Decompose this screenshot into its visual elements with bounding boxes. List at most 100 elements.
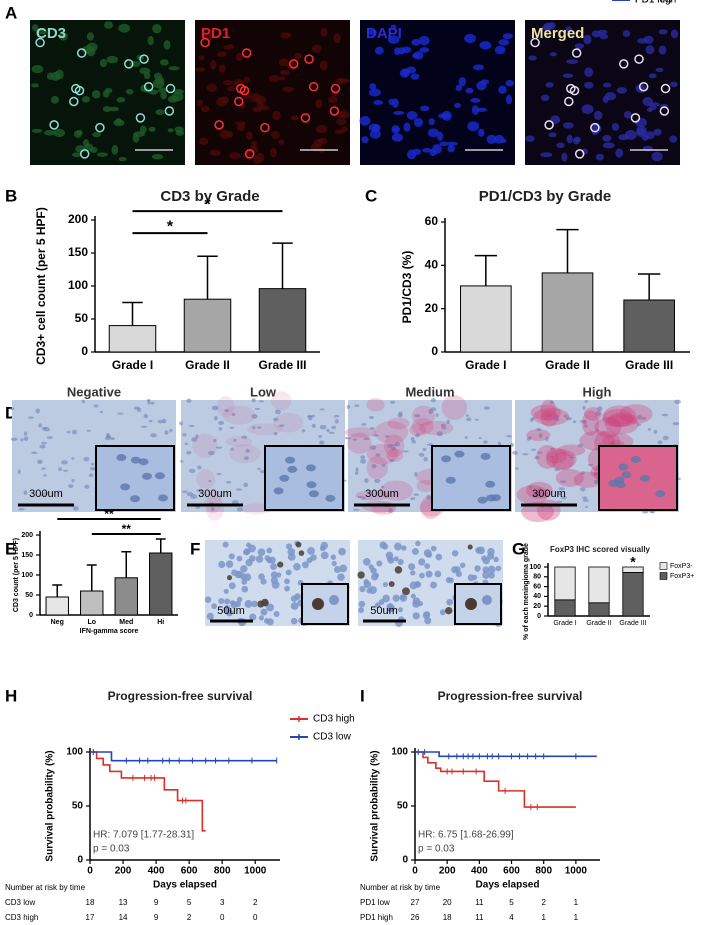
cell bbox=[540, 94, 550, 102]
risk-table-title: Number at risk by time bbox=[360, 883, 441, 892]
inset-nucleus bbox=[287, 465, 298, 473]
legend-swatch bbox=[659, 572, 668, 580]
micrograph: Merged bbox=[525, 20, 680, 165]
cell bbox=[584, 81, 594, 89]
x-tick-label: 0 bbox=[412, 866, 418, 877]
cell bbox=[648, 73, 657, 79]
cell bbox=[505, 94, 513, 105]
nucleus bbox=[258, 573, 265, 580]
cell bbox=[368, 88, 381, 97]
y-tick-label: 100 bbox=[21, 572, 33, 579]
nucleus bbox=[357, 571, 365, 579]
cell bbox=[413, 117, 424, 127]
cell bbox=[219, 96, 230, 104]
nucleus bbox=[393, 556, 399, 562]
nucleus bbox=[530, 417, 534, 422]
nucleus bbox=[339, 564, 347, 573]
nucleus bbox=[360, 458, 367, 464]
nucleus bbox=[231, 413, 236, 417]
stained-cell bbox=[329, 106, 340, 116]
inset-nucleus bbox=[154, 472, 165, 480]
y-tick-label: 50 bbox=[397, 801, 409, 812]
nucleus bbox=[558, 492, 562, 496]
ihc-image: 300um High bbox=[512, 384, 682, 522]
cell bbox=[406, 111, 418, 120]
nucleus bbox=[218, 420, 225, 426]
nucleus bbox=[258, 400, 264, 403]
chart-title: Progression-free survival bbox=[108, 689, 253, 703]
scale-bar-label: 300um bbox=[365, 488, 399, 500]
y-axis-label: % of each meningioma grade bbox=[523, 543, 530, 640]
nucleus bbox=[415, 433, 420, 438]
error-bar bbox=[197, 255, 218, 300]
risk-count: 11 bbox=[475, 913, 484, 922]
bar-segment bbox=[588, 602, 610, 617]
nucleus bbox=[534, 456, 540, 460]
nucleus bbox=[636, 423, 642, 426]
nucleus bbox=[435, 413, 439, 417]
nucleus bbox=[211, 405, 219, 411]
nucleus bbox=[370, 567, 377, 574]
stained-cell bbox=[574, 149, 585, 159]
nucleus bbox=[213, 438, 217, 443]
cell bbox=[581, 148, 588, 155]
inset-nucleus bbox=[655, 490, 666, 498]
nucleus bbox=[482, 557, 490, 565]
cell bbox=[670, 29, 679, 39]
inset-nucleus bbox=[130, 495, 141, 503]
nucleus bbox=[477, 546, 485, 555]
nucleus bbox=[418, 452, 425, 457]
nucleus bbox=[394, 542, 402, 551]
stain bbox=[347, 432, 372, 454]
nucleus bbox=[39, 494, 46, 497]
nucleus bbox=[17, 469, 21, 475]
nucleus bbox=[311, 423, 317, 429]
nucleus bbox=[251, 600, 259, 608]
cell bbox=[441, 110, 452, 121]
image-label: Negative bbox=[67, 384, 121, 399]
cell bbox=[494, 45, 506, 55]
nucleus bbox=[148, 419, 153, 423]
nucleus bbox=[545, 437, 549, 442]
nucleus bbox=[451, 566, 459, 574]
cell bbox=[562, 122, 574, 129]
cell bbox=[294, 52, 303, 60]
cell bbox=[413, 51, 424, 60]
cell bbox=[235, 52, 244, 62]
annotation: HR: 7.079 [1.77-28.31] bbox=[93, 830, 194, 841]
nucleus bbox=[381, 543, 389, 550]
inset-nucleus bbox=[312, 598, 324, 610]
cell bbox=[642, 97, 653, 107]
bar bbox=[623, 299, 675, 353]
nucleus bbox=[285, 543, 293, 550]
nucleus bbox=[307, 546, 316, 555]
inset-nucleus bbox=[614, 476, 625, 484]
nucleus bbox=[208, 450, 215, 456]
nucleus bbox=[483, 440, 488, 444]
nucleus bbox=[357, 495, 363, 498]
cell bbox=[209, 149, 221, 156]
nucleus bbox=[410, 570, 416, 576]
nucleus bbox=[369, 445, 377, 450]
nucleus bbox=[23, 431, 28, 436]
cell bbox=[361, 136, 369, 144]
cell bbox=[256, 100, 265, 110]
nucleus bbox=[236, 555, 243, 562]
nucleus bbox=[410, 497, 416, 500]
cell bbox=[622, 30, 631, 37]
stain bbox=[604, 414, 639, 435]
cell bbox=[437, 131, 444, 141]
nucleus bbox=[641, 417, 647, 420]
cell bbox=[253, 155, 262, 164]
nucleus bbox=[318, 435, 323, 438]
nucleus bbox=[196, 489, 203, 492]
nucleus bbox=[260, 608, 268, 616]
x-tick-label: 600 bbox=[503, 866, 520, 877]
nucleus bbox=[359, 585, 366, 593]
risk-count: 26 bbox=[411, 913, 420, 922]
cell bbox=[96, 152, 108, 157]
y-tick-label: 0 bbox=[537, 613, 541, 620]
cell bbox=[374, 46, 384, 55]
nucleus bbox=[241, 579, 248, 585]
nucleus bbox=[550, 447, 555, 451]
